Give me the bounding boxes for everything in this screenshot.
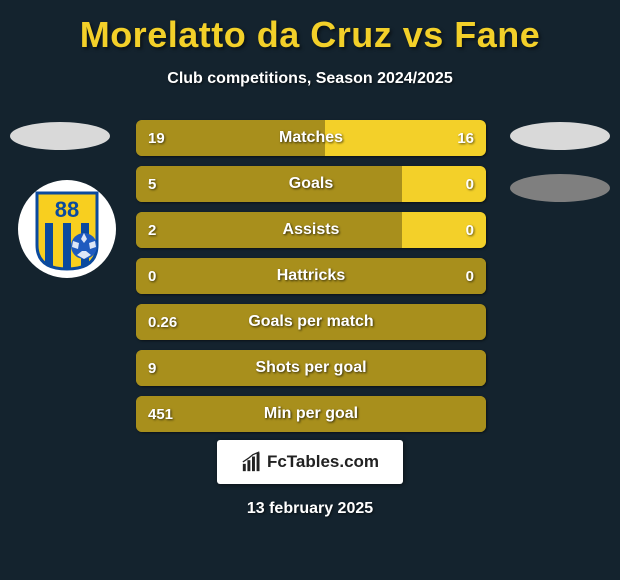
attribution-badge: FcTables.com (217, 440, 403, 484)
stat-row: 1916Matches (136, 120, 486, 156)
stat-row: 451Min per goal (136, 396, 486, 432)
club-badge: 88 (15, 177, 119, 281)
stat-row: 00Hattricks (136, 258, 486, 294)
comparison-title: Morelatto da Cruz vs Fane (0, 0, 620, 56)
player-right-placeholder-2 (510, 174, 610, 202)
stat-label: Matches (136, 129, 486, 147)
stat-label: Assists (136, 221, 486, 239)
bar-chart-icon (241, 451, 263, 473)
stat-label: Goals per match (136, 313, 486, 331)
player-right-placeholder-1 (510, 122, 610, 150)
stat-row: 0.26Goals per match (136, 304, 486, 340)
stat-row: 9Shots per goal (136, 350, 486, 386)
stat-row: 20Assists (136, 212, 486, 248)
comparison-subtitle: Club competitions, Season 2024/2025 (0, 70, 620, 88)
stat-label: Shots per goal (136, 359, 486, 377)
stat-row: 50Goals (136, 166, 486, 202)
badge-number: 88 (55, 197, 79, 222)
stat-label: Goals (136, 175, 486, 193)
generation-date: 13 february 2025 (0, 500, 620, 518)
attribution-text: FcTables.com (267, 452, 379, 472)
stat-label: Hattricks (136, 267, 486, 285)
stats-container: 1916Matches 50Goals 20Assists 00Hattricks 0.… (136, 120, 486, 442)
player-left-placeholder (10, 122, 110, 150)
stat-label: Min per goal (136, 405, 486, 423)
